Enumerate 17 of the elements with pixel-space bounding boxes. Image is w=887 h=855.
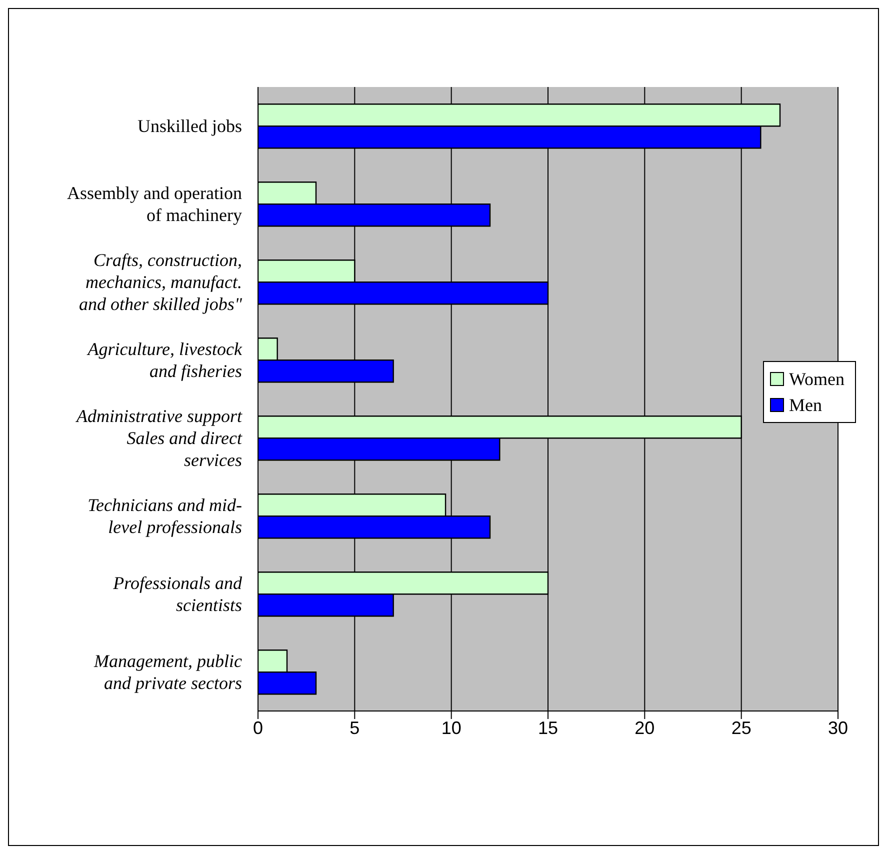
x-tick-label: 30 <box>828 718 848 738</box>
y-tick-label: Management, public and private sectors <box>93 651 242 693</box>
y-tick-label: Unskilled jobs <box>137 116 242 136</box>
y-tick-label: Administrative support Sales and direct services <box>76 406 243 470</box>
legend-label: Men <box>789 394 822 417</box>
x-tick-label: 20 <box>634 718 655 738</box>
x-tick-label: 15 <box>538 718 558 738</box>
x-tick-label: 5 <box>350 718 360 738</box>
y-tick-label: Agriculture, livestock and fisheries <box>86 339 243 381</box>
x-tick-label: 0 <box>252 718 264 738</box>
y-tick-label: Professionals and scientists <box>112 573 243 615</box>
x-tick-label: 25 <box>731 718 752 738</box>
x-tick-label: 10 <box>441 718 462 738</box>
y-tick-label: Technicians and mid- level professionals <box>88 495 242 537</box>
y-tick-label: Assembly and operation of machinery <box>67 183 242 225</box>
y-tick-label: Crafts, construction, mechanics, manufact. and other skilled jobs" <box>78 250 242 314</box>
legend-label: Women <box>789 368 845 391</box>
